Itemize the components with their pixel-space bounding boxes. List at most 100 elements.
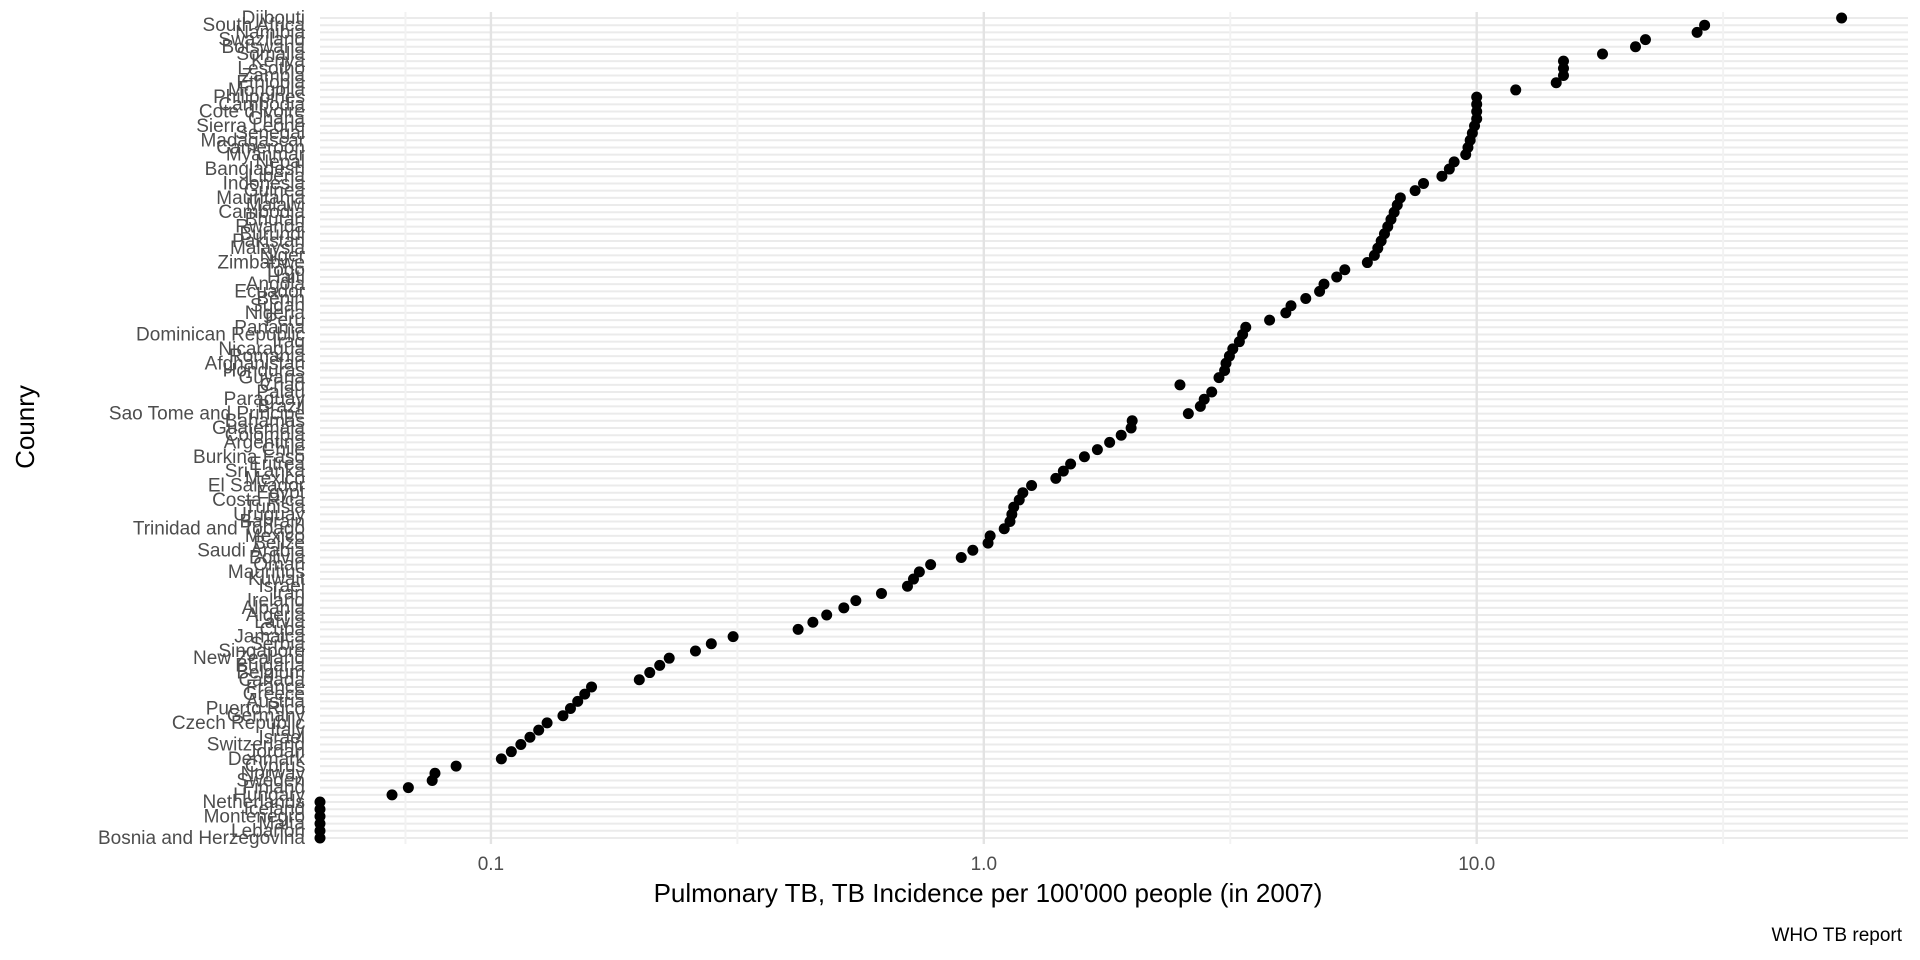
y-tick-label: Togo bbox=[264, 260, 305, 281]
y-tick-label: Peru bbox=[265, 310, 305, 331]
y-tick-label: Jamaica bbox=[234, 627, 305, 648]
data-point bbox=[998, 523, 1010, 535]
data-point bbox=[1091, 444, 1103, 456]
y-tick-label: Burkina Faso bbox=[193, 447, 305, 468]
data-point bbox=[1418, 177, 1430, 189]
y-tick-label: Swaziland bbox=[218, 30, 305, 51]
data-point bbox=[1597, 48, 1609, 60]
y-tick-label: Egypt bbox=[256, 483, 305, 504]
y-tick-label: Serbia bbox=[250, 634, 305, 655]
y-tick-label: Singapore bbox=[218, 641, 305, 662]
data-point bbox=[955, 551, 967, 563]
y-tick-label: Bolivia bbox=[249, 547, 305, 568]
y-tick-label: Lebanon bbox=[231, 821, 305, 842]
data-point bbox=[1026, 480, 1038, 492]
y-tick-label: Angola bbox=[246, 274, 306, 295]
y-tick-label: South Africa bbox=[203, 15, 306, 36]
data-point bbox=[579, 688, 591, 700]
data-point bbox=[495, 753, 507, 765]
y-tick-label: Puerto Rico bbox=[206, 699, 305, 720]
data-point bbox=[1639, 34, 1651, 46]
y-tick-label: Bangladesh bbox=[205, 159, 305, 180]
y-tick-label: Tunisia bbox=[244, 497, 305, 518]
data-point bbox=[1300, 293, 1312, 305]
y-tick-label: Bahrain bbox=[240, 512, 306, 533]
y-tick-label: Bahamas bbox=[225, 411, 305, 432]
y-tick-label: Costa Rica bbox=[212, 490, 305, 511]
y-tick-label: Iran bbox=[272, 583, 305, 604]
y-tick-label: France bbox=[246, 677, 305, 698]
y-tick-label: Cameroon bbox=[216, 137, 305, 158]
y-tick-label: Ghana bbox=[248, 109, 305, 130]
data-point bbox=[1050, 472, 1062, 484]
data-point bbox=[1339, 264, 1351, 276]
data-points bbox=[314, 12, 1848, 844]
y-tick-label: Austria bbox=[246, 691, 306, 712]
data-point bbox=[557, 710, 569, 722]
data-point bbox=[524, 731, 536, 743]
data-point bbox=[1836, 12, 1848, 24]
y-tick-label: Rwanda bbox=[235, 217, 305, 238]
y-tick-label: Madagascar bbox=[200, 130, 305, 151]
x-tick-label: 10.0 bbox=[1458, 854, 1495, 875]
y-tick-label: Eritrea bbox=[249, 454, 305, 475]
y-tick-label: Israel bbox=[259, 576, 305, 597]
y-tick-label: Mauritania bbox=[216, 188, 305, 209]
y-tick-label: Uruguay bbox=[233, 504, 305, 525]
y-tick-label: Liberia bbox=[248, 166, 305, 187]
y-tick-label: Netherlands bbox=[203, 792, 305, 813]
y-tick-label: Denmark bbox=[228, 749, 306, 770]
y-tick-label: Cyprus bbox=[245, 756, 305, 777]
y-tick-label: Iraq bbox=[272, 332, 305, 353]
data-point bbox=[1206, 386, 1218, 398]
y-tick-label: Greece bbox=[243, 684, 305, 705]
y-tick-label: Honduras bbox=[223, 360, 305, 381]
y-tick-label: Mauritius bbox=[228, 562, 305, 583]
data-point bbox=[654, 659, 666, 671]
data-point bbox=[1436, 170, 1448, 182]
y-tick-label: Guyana bbox=[238, 368, 305, 389]
chart-caption: WHO TB report bbox=[1771, 925, 1902, 946]
data-point bbox=[450, 760, 462, 772]
y-tick-label: Israel bbox=[259, 727, 305, 748]
y-tick-label: Hungary bbox=[233, 785, 305, 806]
data-point bbox=[1213, 372, 1225, 384]
data-point bbox=[875, 587, 887, 599]
y-tick-label: Indonesia bbox=[223, 173, 306, 194]
y-tick-label: Canada bbox=[238, 670, 305, 691]
y-tick-label: Ireland bbox=[247, 591, 305, 612]
y-tick-label: Czech Republic bbox=[172, 713, 305, 734]
data-point bbox=[541, 717, 553, 729]
y-tick-label: Botswana bbox=[222, 37, 306, 58]
y-tick-label: Ethiopia bbox=[236, 73, 305, 94]
data-point bbox=[633, 674, 645, 686]
y-tick-label: Bosnia and Herzegovina bbox=[98, 828, 305, 849]
y-tick-label: Switzerland bbox=[207, 734, 305, 755]
y-tick-label: Sao Tome and Principe bbox=[109, 404, 305, 425]
y-tick-label: Guatemala bbox=[212, 418, 305, 439]
data-point bbox=[705, 638, 717, 650]
y-tick-label: Belize bbox=[253, 533, 305, 554]
y-tick-label: Cuba bbox=[260, 619, 306, 640]
y-tick-label: Somalia bbox=[236, 44, 305, 65]
data-point bbox=[1550, 77, 1562, 89]
y-tick-label: Kuwait bbox=[248, 569, 306, 590]
data-point bbox=[1057, 465, 1069, 477]
y-tick-label: New Zealand bbox=[193, 648, 305, 669]
y-tick-label: Latvia bbox=[254, 612, 305, 633]
data-point bbox=[386, 789, 398, 801]
data-point bbox=[1182, 408, 1194, 420]
data-point bbox=[1078, 451, 1090, 463]
y-tick-label: Sierra Leone bbox=[196, 116, 305, 137]
y-tick-label: Pakistan bbox=[232, 231, 305, 252]
data-point bbox=[564, 703, 576, 715]
x-tick-labels: 0.1 1.0 10.0 bbox=[478, 854, 1495, 875]
y-tick-label: Djibouti bbox=[242, 8, 305, 29]
data-point bbox=[967, 544, 979, 556]
data-point bbox=[1630, 41, 1642, 53]
data-point bbox=[982, 537, 994, 549]
y-tick-label: Finland bbox=[243, 778, 305, 799]
y-tick-label: Italy bbox=[270, 720, 305, 741]
y-tick-label: Haiti bbox=[267, 267, 305, 288]
